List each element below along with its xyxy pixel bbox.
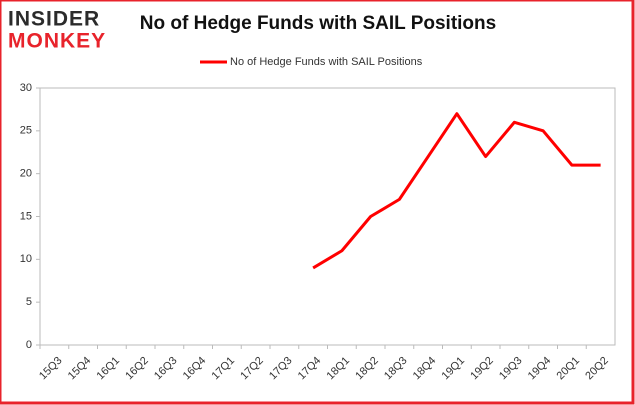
y-tick-label: 5 — [26, 296, 32, 308]
y-tick-label: 20 — [20, 168, 32, 180]
logo-line1: INSIDER — [8, 8, 100, 31]
y-tick-label: 0 — [26, 339, 32, 351]
logo-line2: MONKEY — [8, 30, 106, 53]
data-line — [312, 112, 601, 270]
y-tick-label: 30 — [20, 82, 32, 94]
chart-title: No of Hedge Funds with SAIL Positions — [140, 13, 496, 34]
y-tick-label: 15 — [20, 210, 32, 222]
y-tick-label: 25 — [20, 125, 32, 137]
y-tick-label: 10 — [20, 253, 32, 265]
legend-label: No of Hedge Funds with SAIL Positions — [230, 56, 423, 68]
